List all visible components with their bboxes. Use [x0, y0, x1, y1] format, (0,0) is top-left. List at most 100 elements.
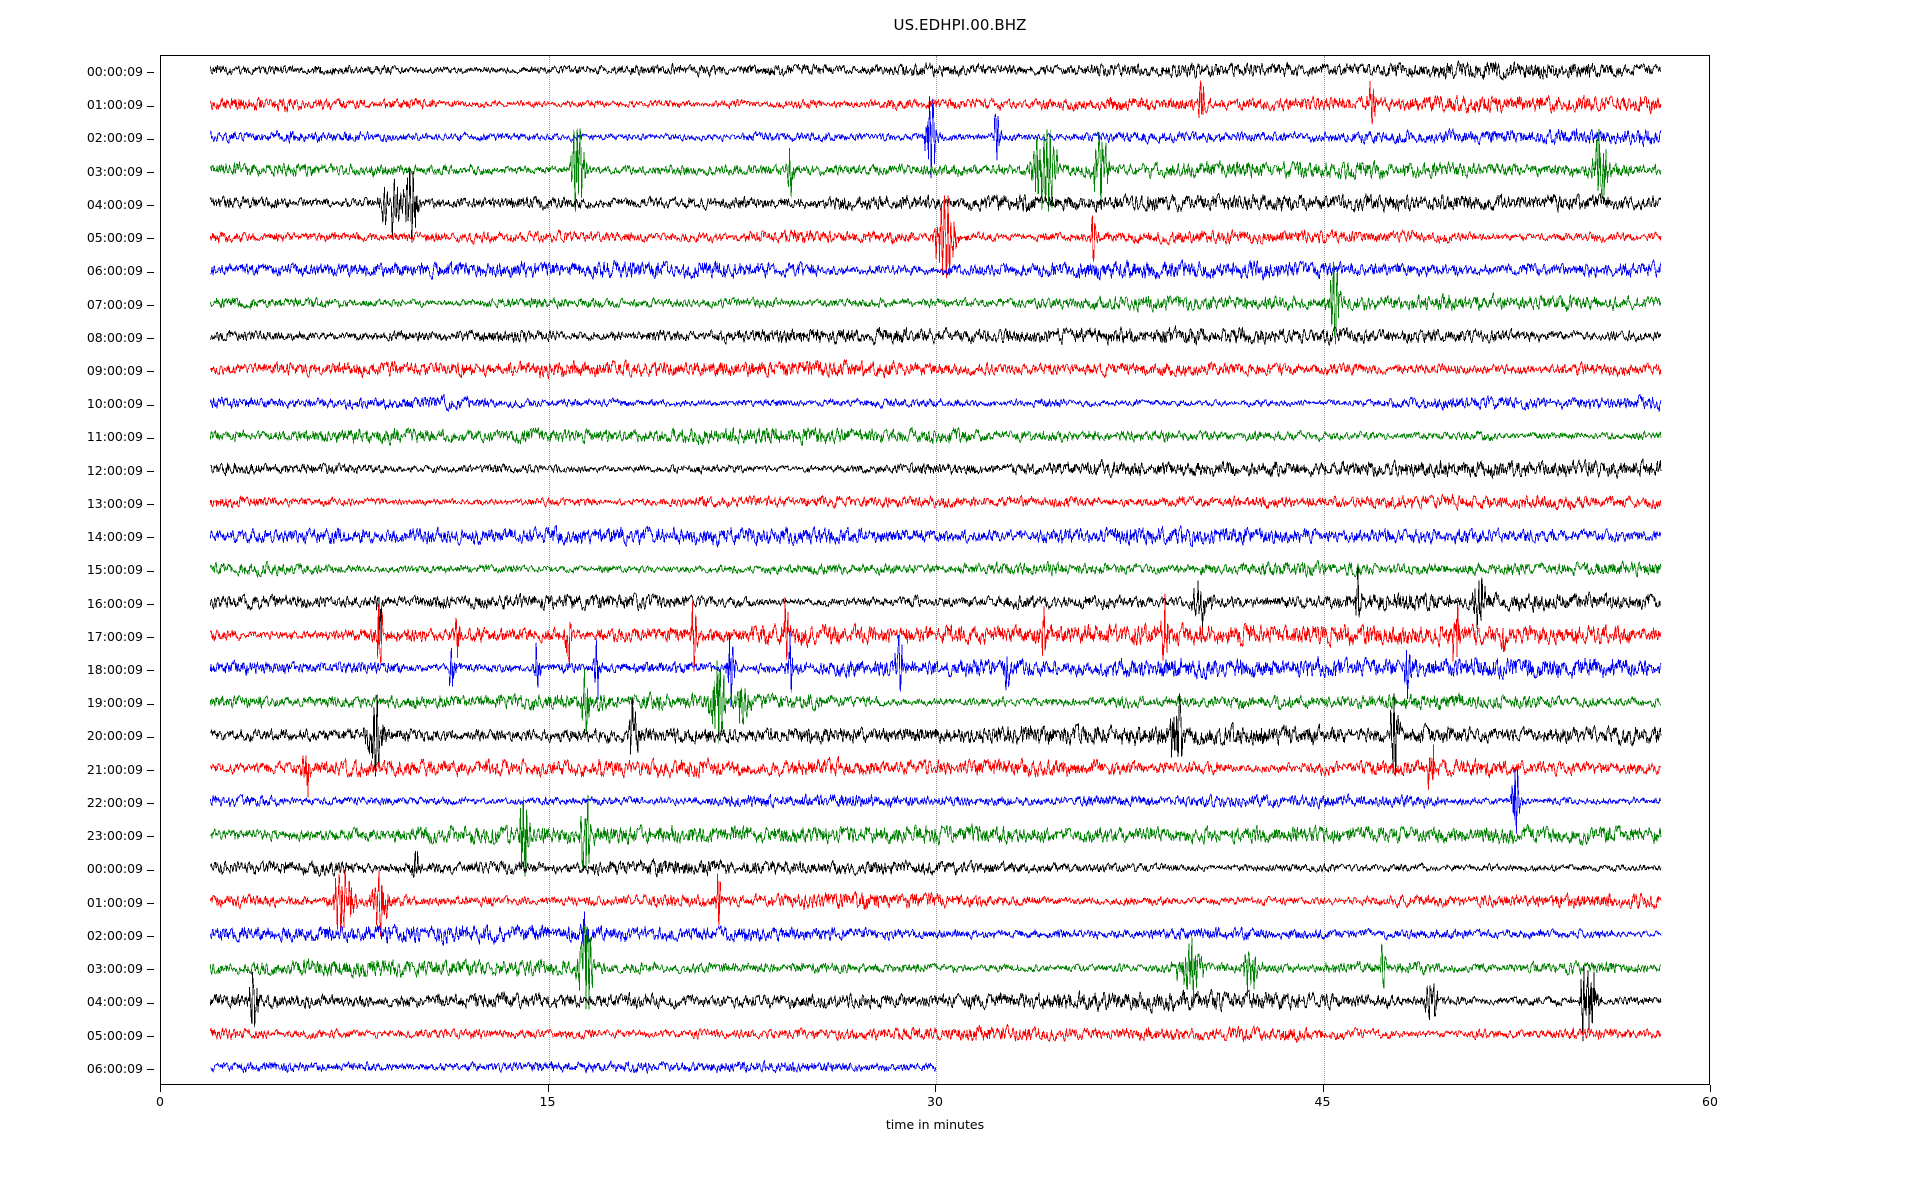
trace-path	[209, 426, 1662, 447]
seismic-trace	[209, 1023, 1662, 1044]
y-tick-mark	[147, 603, 154, 605]
seismic-trace	[209, 926, 1662, 1009]
y-tick-mark	[147, 338, 154, 340]
y-tick-mark	[147, 238, 154, 240]
y-tick-mark	[147, 437, 154, 439]
trace-path	[209, 359, 1662, 380]
trace-path	[209, 769, 1662, 834]
y-tick-label: 22:00:09	[86, 794, 143, 810]
y-tick-label: 15:00:09	[86, 562, 143, 578]
page-title: US.EDHPI.00.BHZ	[893, 16, 1027, 34]
seismic-trace	[209, 359, 1662, 380]
y-tick-mark	[147, 404, 154, 406]
seismic-trace	[209, 79, 1662, 124]
y-tick-mark	[147, 1035, 154, 1037]
y-tick-mark	[147, 371, 154, 373]
y-tick-label: 04:00:09	[86, 994, 143, 1010]
trace-path	[209, 965, 1662, 1042]
y-tick-mark	[147, 936, 154, 938]
y-tick-label: 07:00:09	[86, 296, 143, 312]
trace-path	[209, 60, 1662, 81]
y-tick-label: 04:00:09	[86, 196, 143, 212]
seismic-trace	[210, 693, 1662, 777]
y-tick-label: 23:00:09	[86, 828, 143, 844]
trace-path	[209, 559, 1662, 578]
gridline-30	[936, 56, 937, 1084]
seismic-trace	[209, 166, 1662, 244]
seismic-trace	[209, 660, 1662, 744]
x-axis-title: time in minutes	[885, 1117, 985, 1132]
x-tick-mark-15	[547, 1085, 549, 1092]
x-tick-label: 15	[539, 1094, 556, 1109]
y-tick-mark	[147, 304, 154, 306]
trace-path	[209, 195, 1662, 279]
trace-path	[209, 96, 1662, 179]
y-tick-mark	[147, 770, 154, 772]
seismic-trace	[209, 60, 1662, 81]
trace-path	[209, 393, 1662, 412]
y-tick-label: 06:00:09	[86, 263, 143, 279]
trace-path	[209, 868, 1662, 937]
trace-path	[210, 693, 1662, 777]
y-tick-mark	[147, 869, 154, 871]
trace-path	[210, 794, 1662, 877]
y-tick-mark	[147, 703, 154, 705]
trace-path	[209, 926, 1662, 1009]
y-tick-label: 03:00:09	[86, 163, 143, 179]
seismic-trace	[209, 325, 1662, 346]
seismic-trace	[209, 494, 1662, 512]
y-tick-label: 14:00:09	[86, 529, 143, 545]
x-tick-label: 45	[1314, 1094, 1331, 1109]
y-tick-mark	[147, 537, 154, 539]
y-tick-label: 08:00:09	[86, 329, 143, 345]
seismic-trace	[209, 559, 1662, 578]
y-tick-mark	[147, 902, 154, 904]
trace-path	[210, 258, 1662, 281]
y-tick-mark	[147, 736, 154, 738]
x-tick-mark-45	[1322, 1085, 1324, 1092]
gridline-15	[548, 56, 550, 1084]
y-tick-label: 00:00:09	[86, 63, 143, 79]
y-tick-label: 09:00:09	[86, 363, 143, 378]
y-tick-mark	[147, 803, 154, 805]
y-tick-mark	[147, 470, 154, 472]
y-tick-label: 16:00:09	[86, 595, 143, 611]
trace-path	[209, 166, 1662, 244]
y-tick-label: 05:00:09	[86, 1027, 143, 1043]
y-tick-label: 13:00:09	[86, 495, 143, 511]
seismic-trace	[209, 128, 1662, 212]
seismic-trace	[209, 393, 1662, 412]
x-tick-mark-60	[1710, 1085, 1711, 1092]
y-tick-label: 18:00:09	[86, 662, 143, 678]
trace-path	[209, 128, 1662, 212]
trace-path	[210, 744, 1662, 798]
y-tick-mark	[147, 637, 154, 639]
seismic-trace	[209, 769, 1662, 834]
trace-path	[209, 567, 1661, 642]
y-tick-mark	[147, 72, 154, 74]
seismic-trace	[209, 96, 1662, 179]
y-tick-mark	[147, 271, 154, 273]
seismic-trace	[209, 426, 1662, 447]
seismic-trace	[210, 794, 1662, 877]
y-tick-mark	[147, 205, 154, 207]
y-tick-mark	[147, 504, 154, 506]
y-tick-label: 17:00:09	[86, 628, 143, 644]
y-tick-label: 10:00:09	[86, 396, 143, 412]
seismic-trace	[209, 965, 1662, 1042]
seismic-trace	[210, 258, 1662, 281]
y-tick-label: 21:00:09	[86, 761, 143, 777]
trace-path	[209, 911, 1662, 970]
seismic-trace	[209, 524, 1662, 548]
trace-path	[209, 850, 1662, 878]
y-tick-label: 03:00:09	[86, 961, 143, 977]
y-tick-label: 00:00:09	[86, 861, 143, 877]
y-tick-label: 01:00:09	[86, 97, 143, 113]
y-tick-label: 05:00:09	[86, 230, 143, 246]
seismic-trace	[209, 567, 1661, 642]
seismic-trace	[209, 195, 1662, 279]
x-tick-label: 0	[156, 1094, 164, 1109]
y-tick-label: 02:00:09	[86, 927, 143, 943]
y-tick-mark	[147, 171, 154, 173]
